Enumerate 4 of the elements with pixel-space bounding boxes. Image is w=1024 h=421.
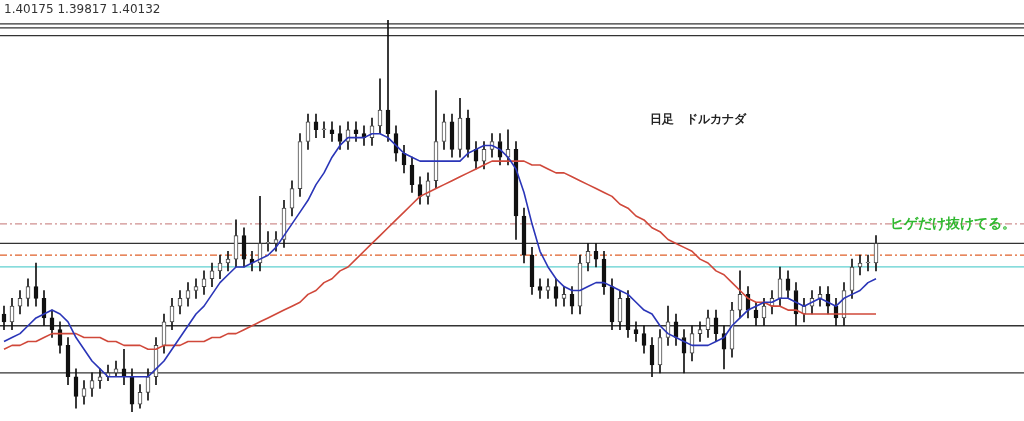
text: 1.40175 1.39817 1.40132 [4,2,161,17]
text: ヒゲだけ抜けてる。 [890,214,1016,231]
annotation: 日足 ドルカナダ [650,112,747,127]
candlestick [865,254,871,272]
